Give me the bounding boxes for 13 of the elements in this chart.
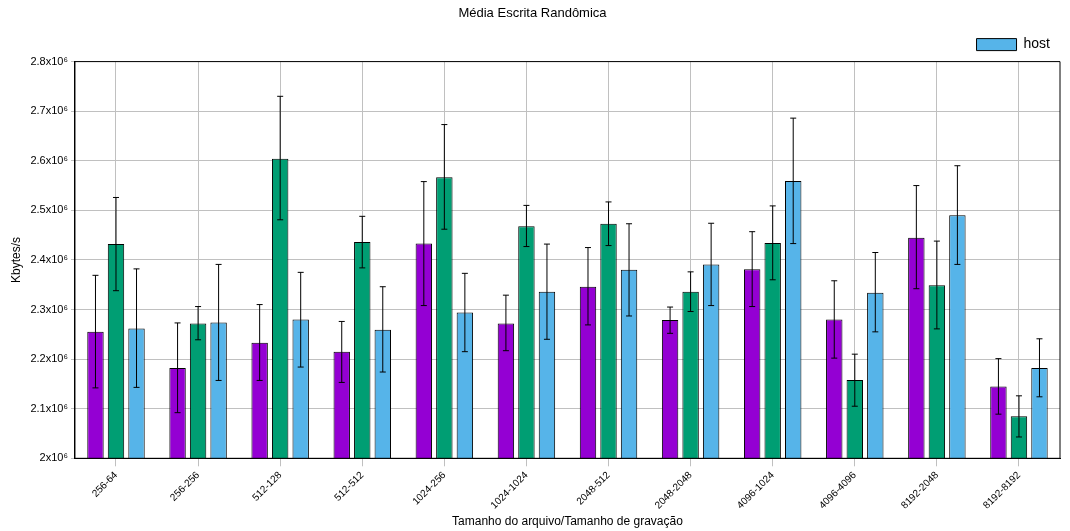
y-tick-label: 2.8x10⁶ [30,54,68,67]
y-tick-label: 2x10⁶ [39,451,68,464]
y-tick-label: 2.4x10⁶ [30,252,68,265]
y-tick-label: 2.1x10⁶ [30,401,68,414]
y-axis-title: Kbytes/s [8,236,23,283]
y-tick-label: 2.3x10⁶ [30,302,68,315]
y-tick-label: 2.5x10⁶ [30,203,68,216]
x-axis-title: Tamanho do arquivo/Tamanho de gravação [452,514,684,529]
chart-title: Média Escrita Randômica [458,5,608,21]
y-tick-label: 2.7x10⁶ [30,104,68,117]
y-tick-label: 2.6x10⁶ [30,153,68,166]
y-tick-label: 2.2x10⁶ [30,352,68,365]
legend-label: host [1023,35,1051,52]
